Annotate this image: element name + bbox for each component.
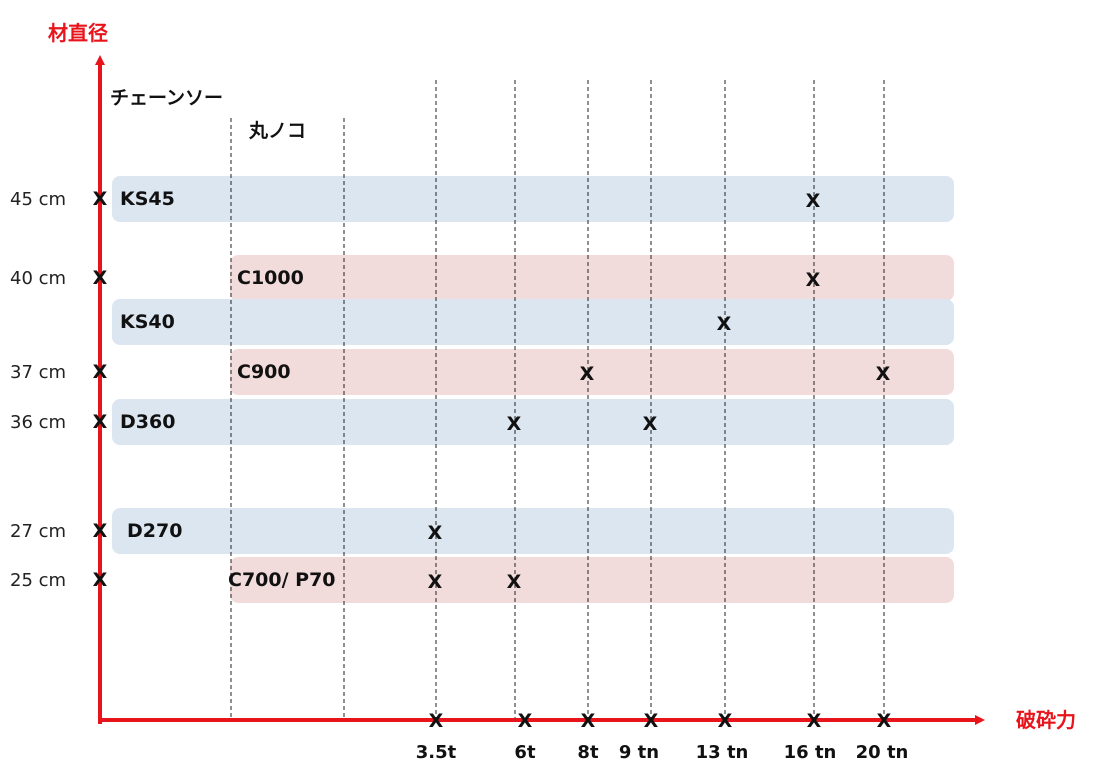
x-axis-label: 9 tn xyxy=(619,742,659,763)
y-axis-label: 36 cm xyxy=(10,412,66,433)
x-axis-label: 3.5t xyxy=(416,742,457,763)
x-axis-marker: X xyxy=(429,710,444,732)
row-marker: X xyxy=(806,269,821,291)
band-ks45 xyxy=(112,176,954,222)
row-marker: X xyxy=(580,363,595,385)
x-axis-label: 13 tn xyxy=(696,742,749,763)
y-axis-label: 25 cm xyxy=(10,570,66,591)
row-marker: X xyxy=(717,313,732,335)
x-axis-marker: X xyxy=(718,710,733,732)
x-axis-label: 8t xyxy=(577,742,599,763)
y-axis-title: 材直径 xyxy=(48,21,108,45)
y-axis-marker: X xyxy=(93,267,108,289)
row-marker: X xyxy=(507,571,522,593)
x-axis-marker: X xyxy=(518,710,533,732)
band-c700-p70 xyxy=(230,557,954,603)
row-label: D270 xyxy=(127,520,182,542)
row-marker: X xyxy=(428,522,443,544)
x-axis-label: 6t xyxy=(514,742,536,763)
chainsaw-header: チェーンソー xyxy=(110,87,223,109)
x-axis-marker: X xyxy=(581,710,596,732)
y-axis-marker: X xyxy=(93,361,108,383)
axes-layer xyxy=(95,55,985,725)
row-marker: X xyxy=(428,571,443,593)
band-c900 xyxy=(230,349,954,395)
row-label: KS40 xyxy=(120,311,175,333)
row-label: C700/ P70 xyxy=(228,569,336,591)
y-axis-label: 40 cm xyxy=(10,268,66,289)
row-label: KS45 xyxy=(120,188,175,210)
band-layer xyxy=(112,176,954,603)
band-ks40 xyxy=(112,299,954,345)
y-axis-label: 37 cm xyxy=(10,362,66,383)
x-axis-marker: X xyxy=(807,710,822,732)
circular-saw-header: 丸ノコ xyxy=(248,120,306,142)
band-d270 xyxy=(112,508,954,554)
x-axis-label: 16 tn xyxy=(784,742,837,763)
row-label: C900 xyxy=(237,361,291,383)
x-axis-marker: X xyxy=(877,710,892,732)
row-label: D360 xyxy=(120,411,175,433)
grid-layer xyxy=(230,80,885,720)
row-label: C1000 xyxy=(237,267,304,289)
row-marker: X xyxy=(806,190,821,212)
y-axis-label: 45 cm xyxy=(10,189,66,210)
y-axis-label: 27 cm xyxy=(10,521,66,542)
x-axis-title: 破砕力 xyxy=(1016,708,1076,732)
y-axis-marker: X xyxy=(93,520,108,542)
row-marker: X xyxy=(507,413,522,435)
x-axis-label: 20 tn xyxy=(856,742,909,763)
x-axis-marker: X xyxy=(644,710,659,732)
band-d360 xyxy=(112,399,954,445)
y-axis-marker: X xyxy=(93,411,108,433)
row-marker: X xyxy=(643,413,658,435)
y-axis-marker: X xyxy=(93,569,108,591)
y-axis-marker: X xyxy=(93,188,108,210)
row-marker: X xyxy=(876,363,891,385)
band-c1000 xyxy=(230,255,954,301)
